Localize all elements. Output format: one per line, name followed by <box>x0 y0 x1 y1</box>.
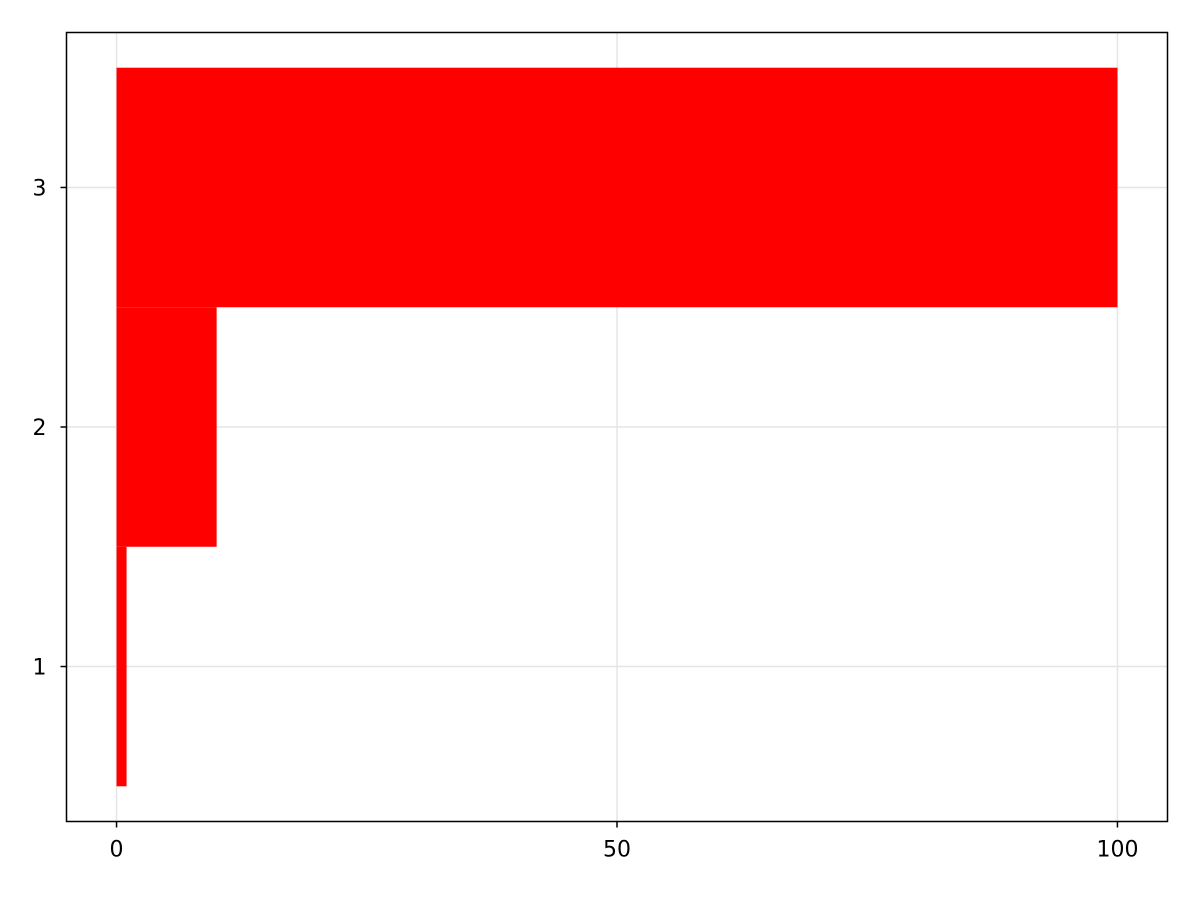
x-tick-label: 0 <box>110 838 124 863</box>
y-tick-label: 2 <box>33 416 47 441</box>
bar-1 <box>116 546 127 787</box>
y-tick-label: 3 <box>33 176 47 201</box>
bars <box>116 67 1118 787</box>
y-tick-label: 1 <box>33 656 47 681</box>
x-tick-label: 100 <box>1096 838 1138 863</box>
y-axis: 1 2 3 <box>33 176 67 681</box>
bar-3 <box>116 67 1118 308</box>
x-tick-label: 50 <box>603 838 631 863</box>
bar-2 <box>116 307 217 547</box>
x-axis: 0 50 100 <box>110 821 1138 863</box>
